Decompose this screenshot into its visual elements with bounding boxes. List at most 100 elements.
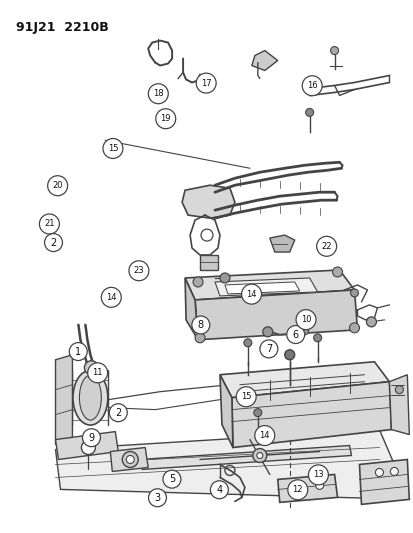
Ellipse shape xyxy=(73,370,107,425)
Circle shape xyxy=(210,481,228,499)
Text: 13: 13 xyxy=(312,471,323,479)
Text: 14: 14 xyxy=(106,293,116,302)
Circle shape xyxy=(253,409,261,417)
Text: 23: 23 xyxy=(133,266,144,275)
Circle shape xyxy=(287,480,307,500)
Circle shape xyxy=(103,139,123,158)
Text: 2: 2 xyxy=(50,238,57,247)
Polygon shape xyxy=(140,446,351,470)
Text: 3: 3 xyxy=(154,492,160,503)
Circle shape xyxy=(313,334,321,342)
Text: 5: 5 xyxy=(169,474,175,484)
Polygon shape xyxy=(55,432,118,459)
Circle shape xyxy=(259,340,277,358)
Circle shape xyxy=(286,326,304,344)
Circle shape xyxy=(243,339,251,347)
Polygon shape xyxy=(251,51,277,70)
Circle shape xyxy=(122,451,138,467)
Circle shape xyxy=(349,323,358,333)
Text: 8: 8 xyxy=(197,320,203,330)
Polygon shape xyxy=(389,375,408,434)
Polygon shape xyxy=(185,278,197,340)
Circle shape xyxy=(109,403,127,422)
Polygon shape xyxy=(219,362,389,398)
Circle shape xyxy=(375,469,382,477)
Polygon shape xyxy=(224,282,299,294)
Circle shape xyxy=(389,467,397,475)
Polygon shape xyxy=(231,382,390,448)
Polygon shape xyxy=(277,474,337,503)
Circle shape xyxy=(39,214,59,234)
Circle shape xyxy=(236,387,256,407)
Circle shape xyxy=(262,327,272,337)
Circle shape xyxy=(256,453,262,458)
Text: 17: 17 xyxy=(200,78,211,87)
Circle shape xyxy=(191,316,209,334)
Polygon shape xyxy=(195,290,357,340)
Polygon shape xyxy=(185,270,354,300)
Polygon shape xyxy=(55,430,408,499)
Circle shape xyxy=(295,310,315,329)
Circle shape xyxy=(82,429,100,447)
Polygon shape xyxy=(269,235,294,252)
Circle shape xyxy=(252,449,266,463)
Circle shape xyxy=(84,361,98,375)
Circle shape xyxy=(192,277,202,287)
Circle shape xyxy=(305,108,313,116)
Text: 7: 7 xyxy=(265,344,271,354)
Text: 12: 12 xyxy=(292,485,302,494)
Circle shape xyxy=(315,481,323,489)
Circle shape xyxy=(81,441,95,455)
Text: 14: 14 xyxy=(246,289,256,298)
Polygon shape xyxy=(182,185,234,218)
Text: 20: 20 xyxy=(52,181,63,190)
Text: 19: 19 xyxy=(160,114,171,123)
Circle shape xyxy=(128,261,149,281)
Circle shape xyxy=(284,350,294,360)
Circle shape xyxy=(332,267,342,277)
Circle shape xyxy=(148,489,166,507)
Text: 11: 11 xyxy=(92,368,103,377)
Circle shape xyxy=(155,109,175,128)
Text: 1: 1 xyxy=(75,346,81,357)
Circle shape xyxy=(201,229,212,241)
Polygon shape xyxy=(219,375,233,448)
Circle shape xyxy=(195,333,204,343)
Circle shape xyxy=(163,470,180,488)
Circle shape xyxy=(300,327,308,335)
Text: 15: 15 xyxy=(240,392,251,401)
Circle shape xyxy=(394,386,402,394)
Circle shape xyxy=(101,287,121,308)
Circle shape xyxy=(308,465,328,485)
Polygon shape xyxy=(199,255,217,270)
Circle shape xyxy=(45,233,62,252)
Circle shape xyxy=(126,456,134,464)
Circle shape xyxy=(219,273,229,283)
Text: 21: 21 xyxy=(44,220,55,229)
Circle shape xyxy=(350,289,358,297)
Circle shape xyxy=(366,317,375,327)
Text: 14: 14 xyxy=(259,431,269,440)
Circle shape xyxy=(69,343,87,360)
Polygon shape xyxy=(55,355,72,445)
Circle shape xyxy=(47,176,67,196)
Text: 91J21  2210B: 91J21 2210B xyxy=(16,21,108,34)
Circle shape xyxy=(148,84,168,104)
Text: 18: 18 xyxy=(153,89,163,98)
Circle shape xyxy=(301,76,321,96)
Circle shape xyxy=(196,73,216,93)
Circle shape xyxy=(330,46,338,54)
Polygon shape xyxy=(214,278,317,296)
Polygon shape xyxy=(358,459,408,504)
Ellipse shape xyxy=(79,375,101,420)
Circle shape xyxy=(88,363,107,383)
Circle shape xyxy=(290,483,298,491)
Text: 16: 16 xyxy=(306,81,317,90)
Circle shape xyxy=(254,425,274,446)
Text: 2: 2 xyxy=(115,408,121,418)
Text: 22: 22 xyxy=(320,242,331,251)
Circle shape xyxy=(241,284,261,304)
Text: 15: 15 xyxy=(107,144,118,153)
Text: 6: 6 xyxy=(292,329,298,340)
Text: 9: 9 xyxy=(88,433,94,443)
